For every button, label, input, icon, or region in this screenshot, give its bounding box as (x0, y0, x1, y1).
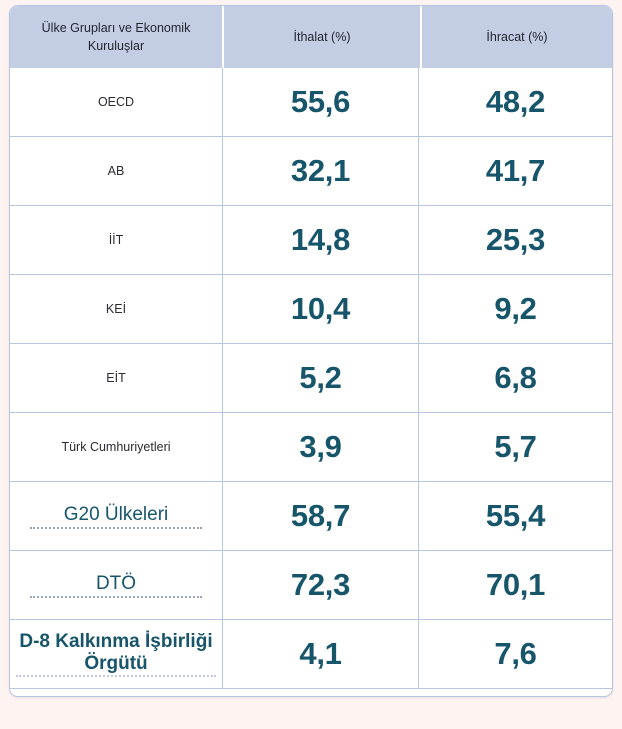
row-label-cell: G20 Ülkeleri (10, 482, 223, 550)
cell-export-value: 9,2 (494, 291, 537, 326)
table-row: G20 Ülkeleri 58,7 55,4 (10, 481, 612, 550)
column-header-country-groups: Ülke Grupları ve Ekonomik Kuruluşlar (10, 6, 222, 68)
cell-export-value: 7,6 (494, 636, 537, 671)
cell-export-value: 6,8 (494, 360, 537, 395)
table-row: İİT 14,8 25,3 (10, 205, 612, 274)
cell-import-value: 5,2 (223, 344, 419, 412)
column-header-exports: İhracat (%) (422, 6, 612, 68)
cell-export-value: 70,1 (485, 567, 546, 602)
table-row: DTÖ 72,3 70,1 (10, 550, 612, 619)
row-label-cell: KEİ (10, 275, 223, 343)
empty-cell (10, 689, 612, 696)
cell-import-value: 55,6 (223, 68, 419, 136)
row-label: AB (107, 164, 125, 178)
cell-import-value: 10,4 (223, 275, 419, 343)
cell-import-value: 14,8 (223, 206, 419, 274)
cell-import-value: 4,1 (223, 620, 419, 688)
table-footer-empty-row (10, 688, 612, 696)
row-label: G20 Ülkeleri (30, 504, 202, 529)
row-label: D-8 Kalkınma İşbirliği Örgütü (16, 631, 216, 677)
cell-import-value: 72,3 (223, 551, 419, 619)
row-label: DTÖ (30, 573, 202, 598)
row-label-cell: AB (10, 137, 223, 205)
cell-export-value: 48,2 (485, 84, 546, 119)
row-label: EİT (106, 371, 126, 385)
table-row: KEİ 10,4 9,2 (10, 274, 612, 343)
row-label-cell: DTÖ (10, 551, 223, 619)
cell-export-value: 5,7 (494, 429, 537, 464)
row-label: KEİ (105, 302, 127, 316)
cell-export-value: 25,3 (485, 222, 546, 257)
cell-export-value: 55,4 (485, 498, 546, 533)
row-label-cell: İİT (10, 206, 223, 274)
cell-export-value: 41,7 (485, 153, 546, 188)
table-row: OECD 55,6 48,2 (10, 68, 612, 136)
cell-import-value: 3,9 (223, 413, 419, 481)
cell-import-value: 58,7 (223, 482, 419, 550)
row-label: OECD (97, 95, 135, 109)
row-label-cell: D-8 Kalkınma İşbirliği Örgütü (10, 620, 223, 688)
table-row: EİT 5,2 6,8 (10, 343, 612, 412)
row-label: Türk Cumhuriyetleri (61, 440, 171, 454)
column-header-imports: İthalat (%) (224, 6, 420, 68)
table-row: Türk Cumhuriyetleri 3,9 5,7 (10, 412, 612, 481)
row-label-cell: EİT (10, 344, 223, 412)
row-label-cell: Türk Cumhuriyetleri (10, 413, 223, 481)
table-body: OECD 55,6 48,2 AB 32,1 41,7 İİT 14,8 25,… (10, 68, 612, 696)
table-header-row: Ülke Grupları ve Ekonomik Kuruluşlar İth… (10, 6, 612, 68)
data-table: Ülke Grupları ve Ekonomik Kuruluşlar İth… (9, 5, 613, 697)
table-row: AB 32,1 41,7 (10, 136, 612, 205)
row-label-cell: OECD (10, 68, 223, 136)
cell-import-value: 32,1 (223, 137, 419, 205)
table-row: D-8 Kalkınma İşbirliği Örgütü 4,1 7,6 (10, 619, 612, 688)
row-label: İİT (108, 233, 124, 247)
